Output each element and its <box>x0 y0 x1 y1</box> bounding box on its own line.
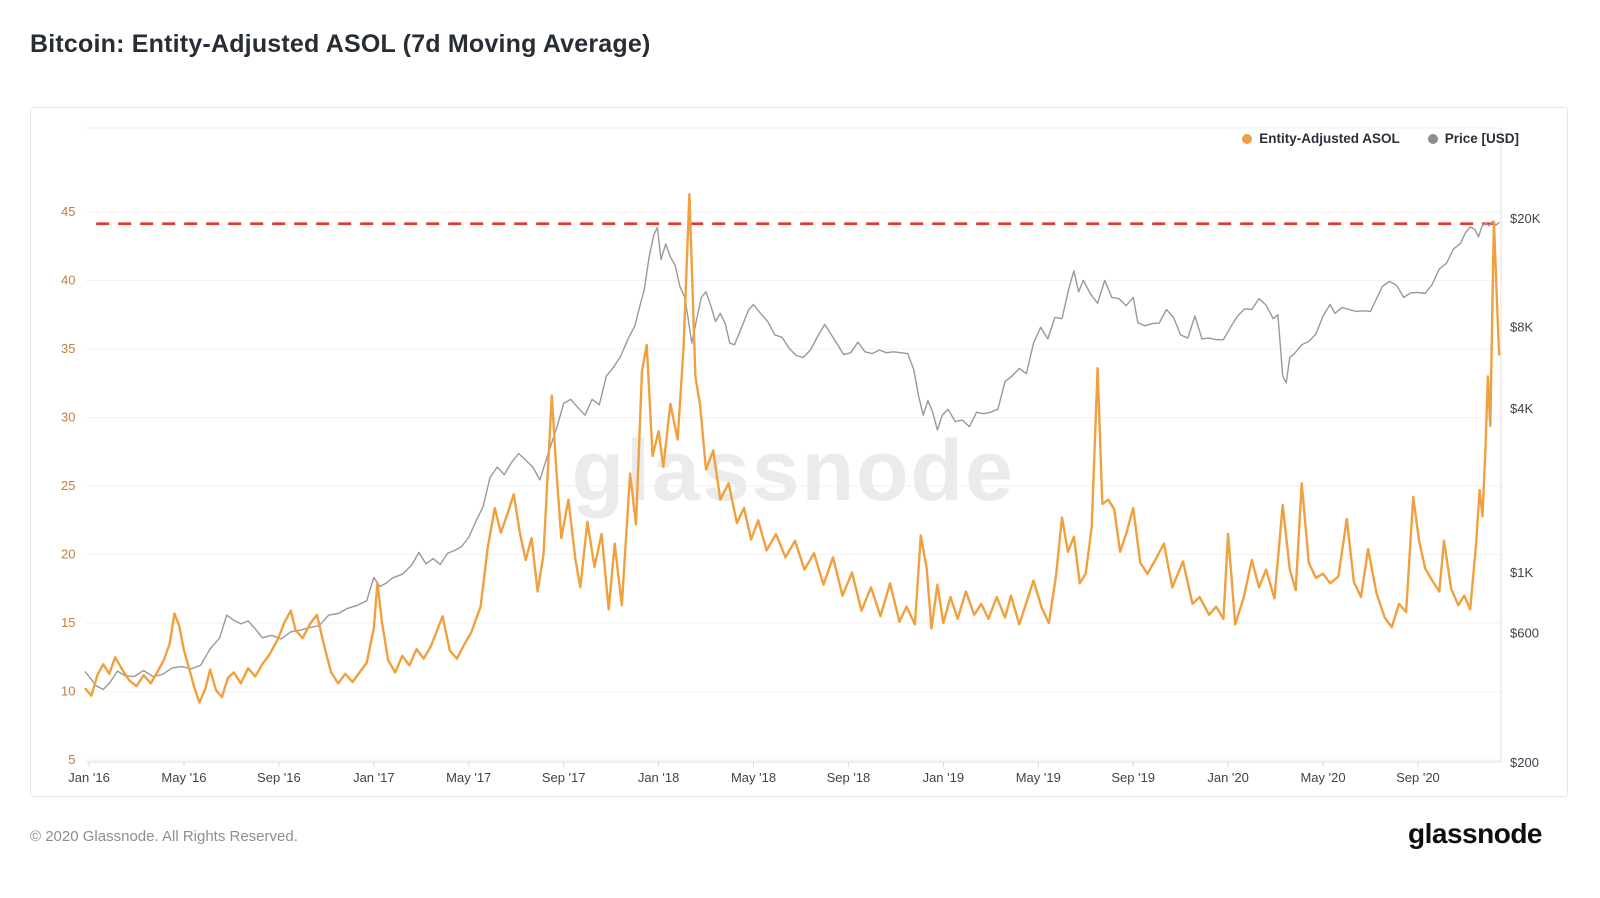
legend-label-price: Price [USD] <box>1444 131 1519 146</box>
y-left-tick-label: 45 <box>61 204 75 219</box>
y-left-tick-label: 15 <box>61 615 75 630</box>
x-axis-tick-label: May '19 <box>1016 770 1061 785</box>
x-axis-tick-label: May '18 <box>731 770 776 785</box>
x-axis-tick-label: Jan '20 <box>1207 770 1249 785</box>
y-right-tick-label: $200 <box>1510 755 1539 770</box>
legend-dot-asol-icon <box>1242 133 1253 144</box>
y-left-tick-label: 35 <box>61 341 75 356</box>
y-left-tick-label: 40 <box>61 273 75 288</box>
x-axis-tick-label: May '20 <box>1300 770 1345 785</box>
legend-item-price-usd[interactable]: Price [USD] <box>1427 131 1519 146</box>
x-axis-tick-label: Jan '18 <box>638 770 680 785</box>
y-right-tick-label: $1K <box>1510 565 1533 580</box>
x-axis-tick-label: Sep '19 <box>1111 770 1155 785</box>
y-left-tick-label: 20 <box>61 547 75 562</box>
y-right-tick-label: $8K <box>1510 319 1533 334</box>
y-left-tick-label: 25 <box>61 478 75 493</box>
y-right-tick-label: $20K <box>1510 211 1541 226</box>
y-left-tick-label: 5 <box>68 752 75 767</box>
copyright-text: © 2020 Glassnode. All Rights Reserved. <box>30 828 298 845</box>
legend-item-entity-adjusted-asol[interactable]: Entity-Adjusted ASOL <box>1242 131 1400 146</box>
y-right-tick-label: $4K <box>1510 401 1533 416</box>
x-axis-tick-label: Sep '18 <box>827 770 871 785</box>
legend-label-asol: Entity-Adjusted ASOL <box>1259 131 1400 146</box>
x-axis-tick-label: Jan '16 <box>68 770 110 785</box>
chart-card: Jan '16 May '16 Sep '16 Jan '17 May '17 Sep '… <box>30 107 1568 797</box>
x-axis-tick-label: Sep '17 <box>542 770 586 785</box>
x-axis-tick-label: May '17 <box>446 770 491 785</box>
chart-plot-area: Jan '16 May '16 Sep '16 Jan '17 May '17 Sep '… <box>61 127 1541 785</box>
x-axis-tick-label: May '16 <box>161 770 206 785</box>
glassnode-logo: glassnode <box>1408 818 1542 849</box>
x-axis-tick-label: Sep '20 <box>1396 770 1440 785</box>
price-line-series <box>84 220 1500 691</box>
x-axis-tick-label: Sep '16 <box>257 770 301 785</box>
glassnode-watermark: glassnode <box>572 423 1015 519</box>
chart-legend: Entity-Adjusted ASOL Price [USD] <box>1242 131 1519 146</box>
y-left-tick-label: 10 <box>61 684 75 699</box>
page-title: Bitcoin: Entity-Adjusted ASOL (7d Moving… <box>30 30 651 58</box>
x-axis-tick-label: Jan '17 <box>353 770 395 785</box>
y-right-tick-label: $600 <box>1510 625 1539 640</box>
y-left-tick-label: 30 <box>61 410 75 425</box>
asol-line-series <box>84 192 1501 704</box>
x-axis-tick-label: Jan '19 <box>923 770 965 785</box>
legend-dot-price-icon <box>1427 133 1438 144</box>
